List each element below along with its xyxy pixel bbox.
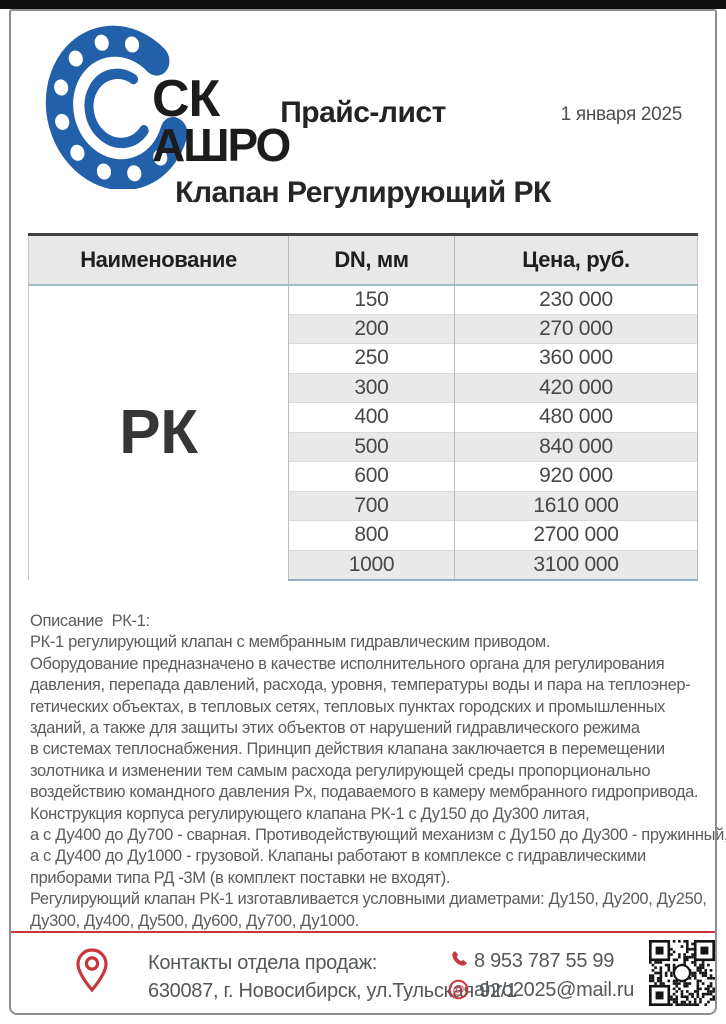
price-cell: 230 000 xyxy=(454,284,698,314)
phone-number: 8 953 787 55 99 xyxy=(474,950,615,972)
red-divider xyxy=(10,931,716,933)
price-cell: 840 000 xyxy=(454,431,698,462)
price-cell: 3100 000 xyxy=(454,549,698,581)
price-cell: 2700 000 xyxy=(454,520,698,550)
description-line: Описание РК-1: xyxy=(30,612,150,630)
price-cell: 920 000 xyxy=(454,461,698,491)
contacts-label: Контакты отдела продаж: xyxy=(148,952,378,974)
price-cell: 420 000 xyxy=(454,372,698,403)
description-line: в системах теплоснабжения. Принцип дейст… xyxy=(30,740,665,759)
table-row: 400 480 000 xyxy=(29,402,698,432)
phone-icon xyxy=(449,950,468,974)
dn-cell: 200 xyxy=(288,313,455,344)
table-row: 600 920 000 xyxy=(29,461,698,491)
date-label: 1 января 2025 xyxy=(560,104,683,125)
description-line: приборами типа РД -3М (в комплект постав… xyxy=(30,868,451,887)
email-address: ahro2025@mail.ru xyxy=(474,979,635,1001)
description-line: Регулирующий клапан РК-1 изготавливается… xyxy=(30,890,707,909)
dn-cell: 800 xyxy=(288,520,455,550)
dn-cell: 400 xyxy=(288,402,455,432)
column-header-dn: DN, мм xyxy=(288,233,455,286)
address-text: 630087, г. Новосибирск, ул.Тульская 92/1 xyxy=(148,980,517,1002)
dn-cell: 300 xyxy=(288,372,455,403)
price-cell: 270 000 xyxy=(454,313,698,344)
qr-code xyxy=(649,940,715,1006)
price-table: Наименование DN, мм Цена, руб. РК 150 23… xyxy=(28,233,698,581)
description-line: гетических объектах, в тепловых сетях, т… xyxy=(30,697,666,716)
page-top-bar xyxy=(0,0,726,9)
price-cell: 480 000 xyxy=(454,402,698,432)
description-line: Оборудование предназначено в качестве ис… xyxy=(30,654,665,673)
description-line: а с Ду400 до Ду700 - сварная. Противодей… xyxy=(30,826,726,845)
table-row: РК 150 230 000 xyxy=(28,284,698,580)
table-row: 1000 3100 000 xyxy=(29,549,698,581)
description-line: давления, перепада давлений, расхода, ур… xyxy=(30,676,691,695)
description-line: золотника и изменении тем самым расхода … xyxy=(30,761,651,780)
dn-cell: 500 xyxy=(288,431,455,462)
flange-icon xyxy=(45,25,188,189)
column-header-price: Цена, руб. xyxy=(454,233,698,286)
table-row: 800 2700 000 xyxy=(29,520,698,550)
table-row: 250 360 000 xyxy=(29,343,698,373)
column-header-name: Наименование xyxy=(28,233,289,286)
email-at-icon: @ xyxy=(448,979,469,1005)
dn-cell: 600 xyxy=(288,461,455,491)
price-cell: 360 000 xyxy=(454,343,698,373)
description-line: Ду300, Ду400, Ду500, Ду600, Ду700, Ду100… xyxy=(30,911,359,930)
description-block: Описание РК-1: РК-1 регулирующий клапан … xyxy=(30,611,726,932)
company-logo: СК АШРО xyxy=(40,24,291,189)
description-line: зданий, а также для защиты этих объектов… xyxy=(30,719,640,738)
product-name-cell: РК xyxy=(28,284,289,580)
svg-text:@: @ xyxy=(453,983,465,997)
table-header-row: Наименование DN, мм Цена, руб. xyxy=(28,233,698,286)
dn-cell: 700 xyxy=(288,490,455,521)
description-line: Конструкция корпуса регулирующего клапан… xyxy=(30,804,590,823)
logo-line-2: АШРО xyxy=(152,118,291,171)
table-row: 300 420 000 xyxy=(29,372,698,403)
dn-cell: 1000 xyxy=(288,549,455,581)
description-line: РК-1 регулирующий клапан с мембранным ги… xyxy=(30,633,551,652)
product-title: Клапан Регулирующий РК xyxy=(175,176,551,209)
logo-text: СК АШРО xyxy=(152,70,291,171)
page-title: Прайс-лист xyxy=(280,96,446,129)
table-row: 500 840 000 xyxy=(29,431,698,462)
description-line: воздействию командного давления Рх, пода… xyxy=(30,783,699,802)
table-row: 200 270 000 xyxy=(29,313,698,344)
price-cell: 1610 000 xyxy=(454,490,698,521)
dn-cell: 150 xyxy=(288,284,455,314)
dn-cell: 250 xyxy=(288,343,455,373)
logo-line-1: СК xyxy=(152,70,220,128)
table-row: 700 1610 000 xyxy=(29,490,698,521)
location-pin-icon xyxy=(72,946,112,1005)
description-line: а с Ду400 до Ду1000 - грузовой. Клапаны … xyxy=(30,847,646,866)
